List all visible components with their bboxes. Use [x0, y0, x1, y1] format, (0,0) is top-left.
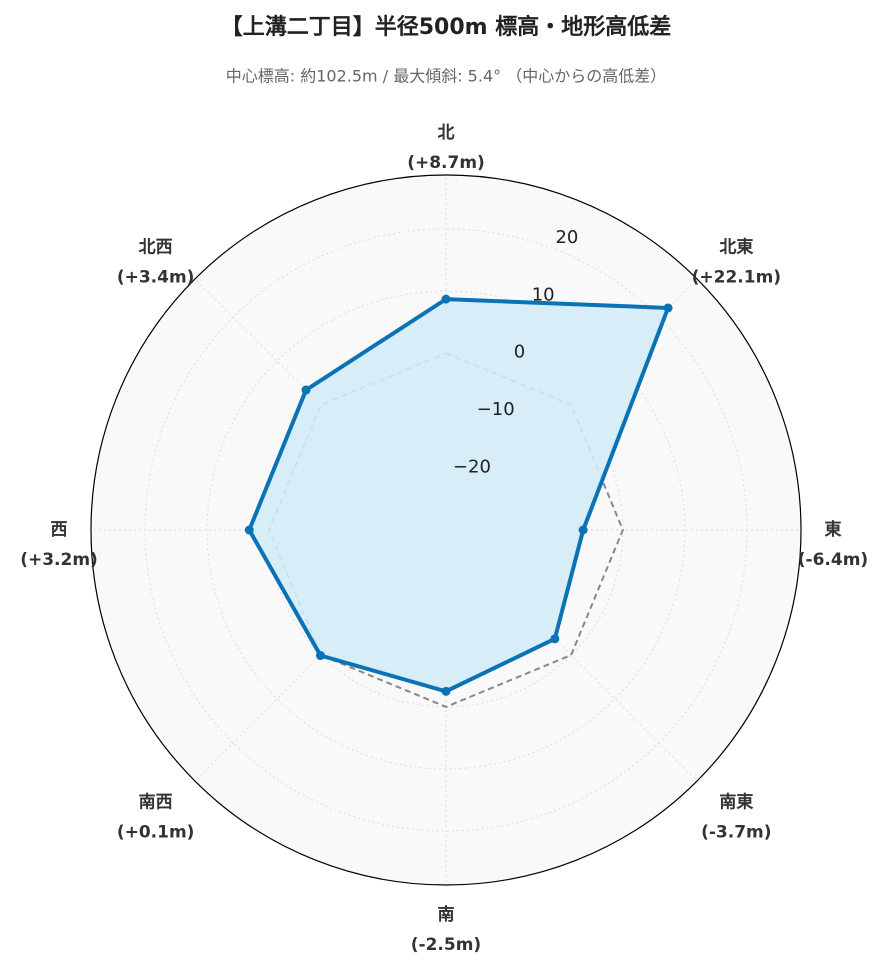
category-label: 北	[438, 123, 455, 143]
r-tick-label: 0	[514, 342, 525, 363]
category-label: 南西	[139, 791, 173, 812]
r-tick-label: 20	[555, 227, 578, 248]
category-label: 南東	[719, 791, 753, 812]
r-tick-label: −20	[453, 456, 491, 477]
value-label: (+3.4m)	[117, 268, 195, 288]
value-label: (-2.5m)	[411, 935, 481, 955]
value-label: (+8.7m)	[407, 153, 485, 173]
data-point	[578, 525, 588, 535]
value-label: (+3.2m)	[20, 550, 98, 570]
chart-title: 【上溝二丁目】半径500m 標高・地形高低差	[221, 14, 672, 40]
spoke	[445, 529, 698, 782]
category-label: 東	[825, 519, 842, 540]
category-label: 南	[438, 904, 455, 925]
chart-subtitle: 中心標高: 約102.5m / 最大傾斜: 5.4° （中心からの高低差）	[226, 67, 666, 86]
category-label: 北西	[139, 238, 173, 258]
value-label: (-6.4m)	[798, 550, 868, 570]
grid-circle	[206, 290, 686, 770]
spoke	[194, 529, 447, 782]
data-point	[244, 525, 254, 535]
value-label: (-3.7m)	[701, 822, 771, 842]
data-point	[663, 303, 673, 313]
category-label: 北東	[719, 237, 753, 258]
outer-circle	[90, 174, 802, 886]
data-point	[441, 686, 451, 696]
value-label: (+22.1m)	[692, 268, 781, 288]
data-point	[550, 634, 560, 644]
value-label: (+0.1m)	[117, 822, 195, 842]
spoke	[194, 278, 447, 531]
data-point	[315, 651, 325, 661]
r-tick-label: 10	[532, 284, 555, 305]
category-label: 西	[51, 520, 68, 540]
r-tick-label: −10	[477, 399, 515, 420]
data-point	[441, 294, 451, 304]
data-point	[301, 385, 311, 395]
